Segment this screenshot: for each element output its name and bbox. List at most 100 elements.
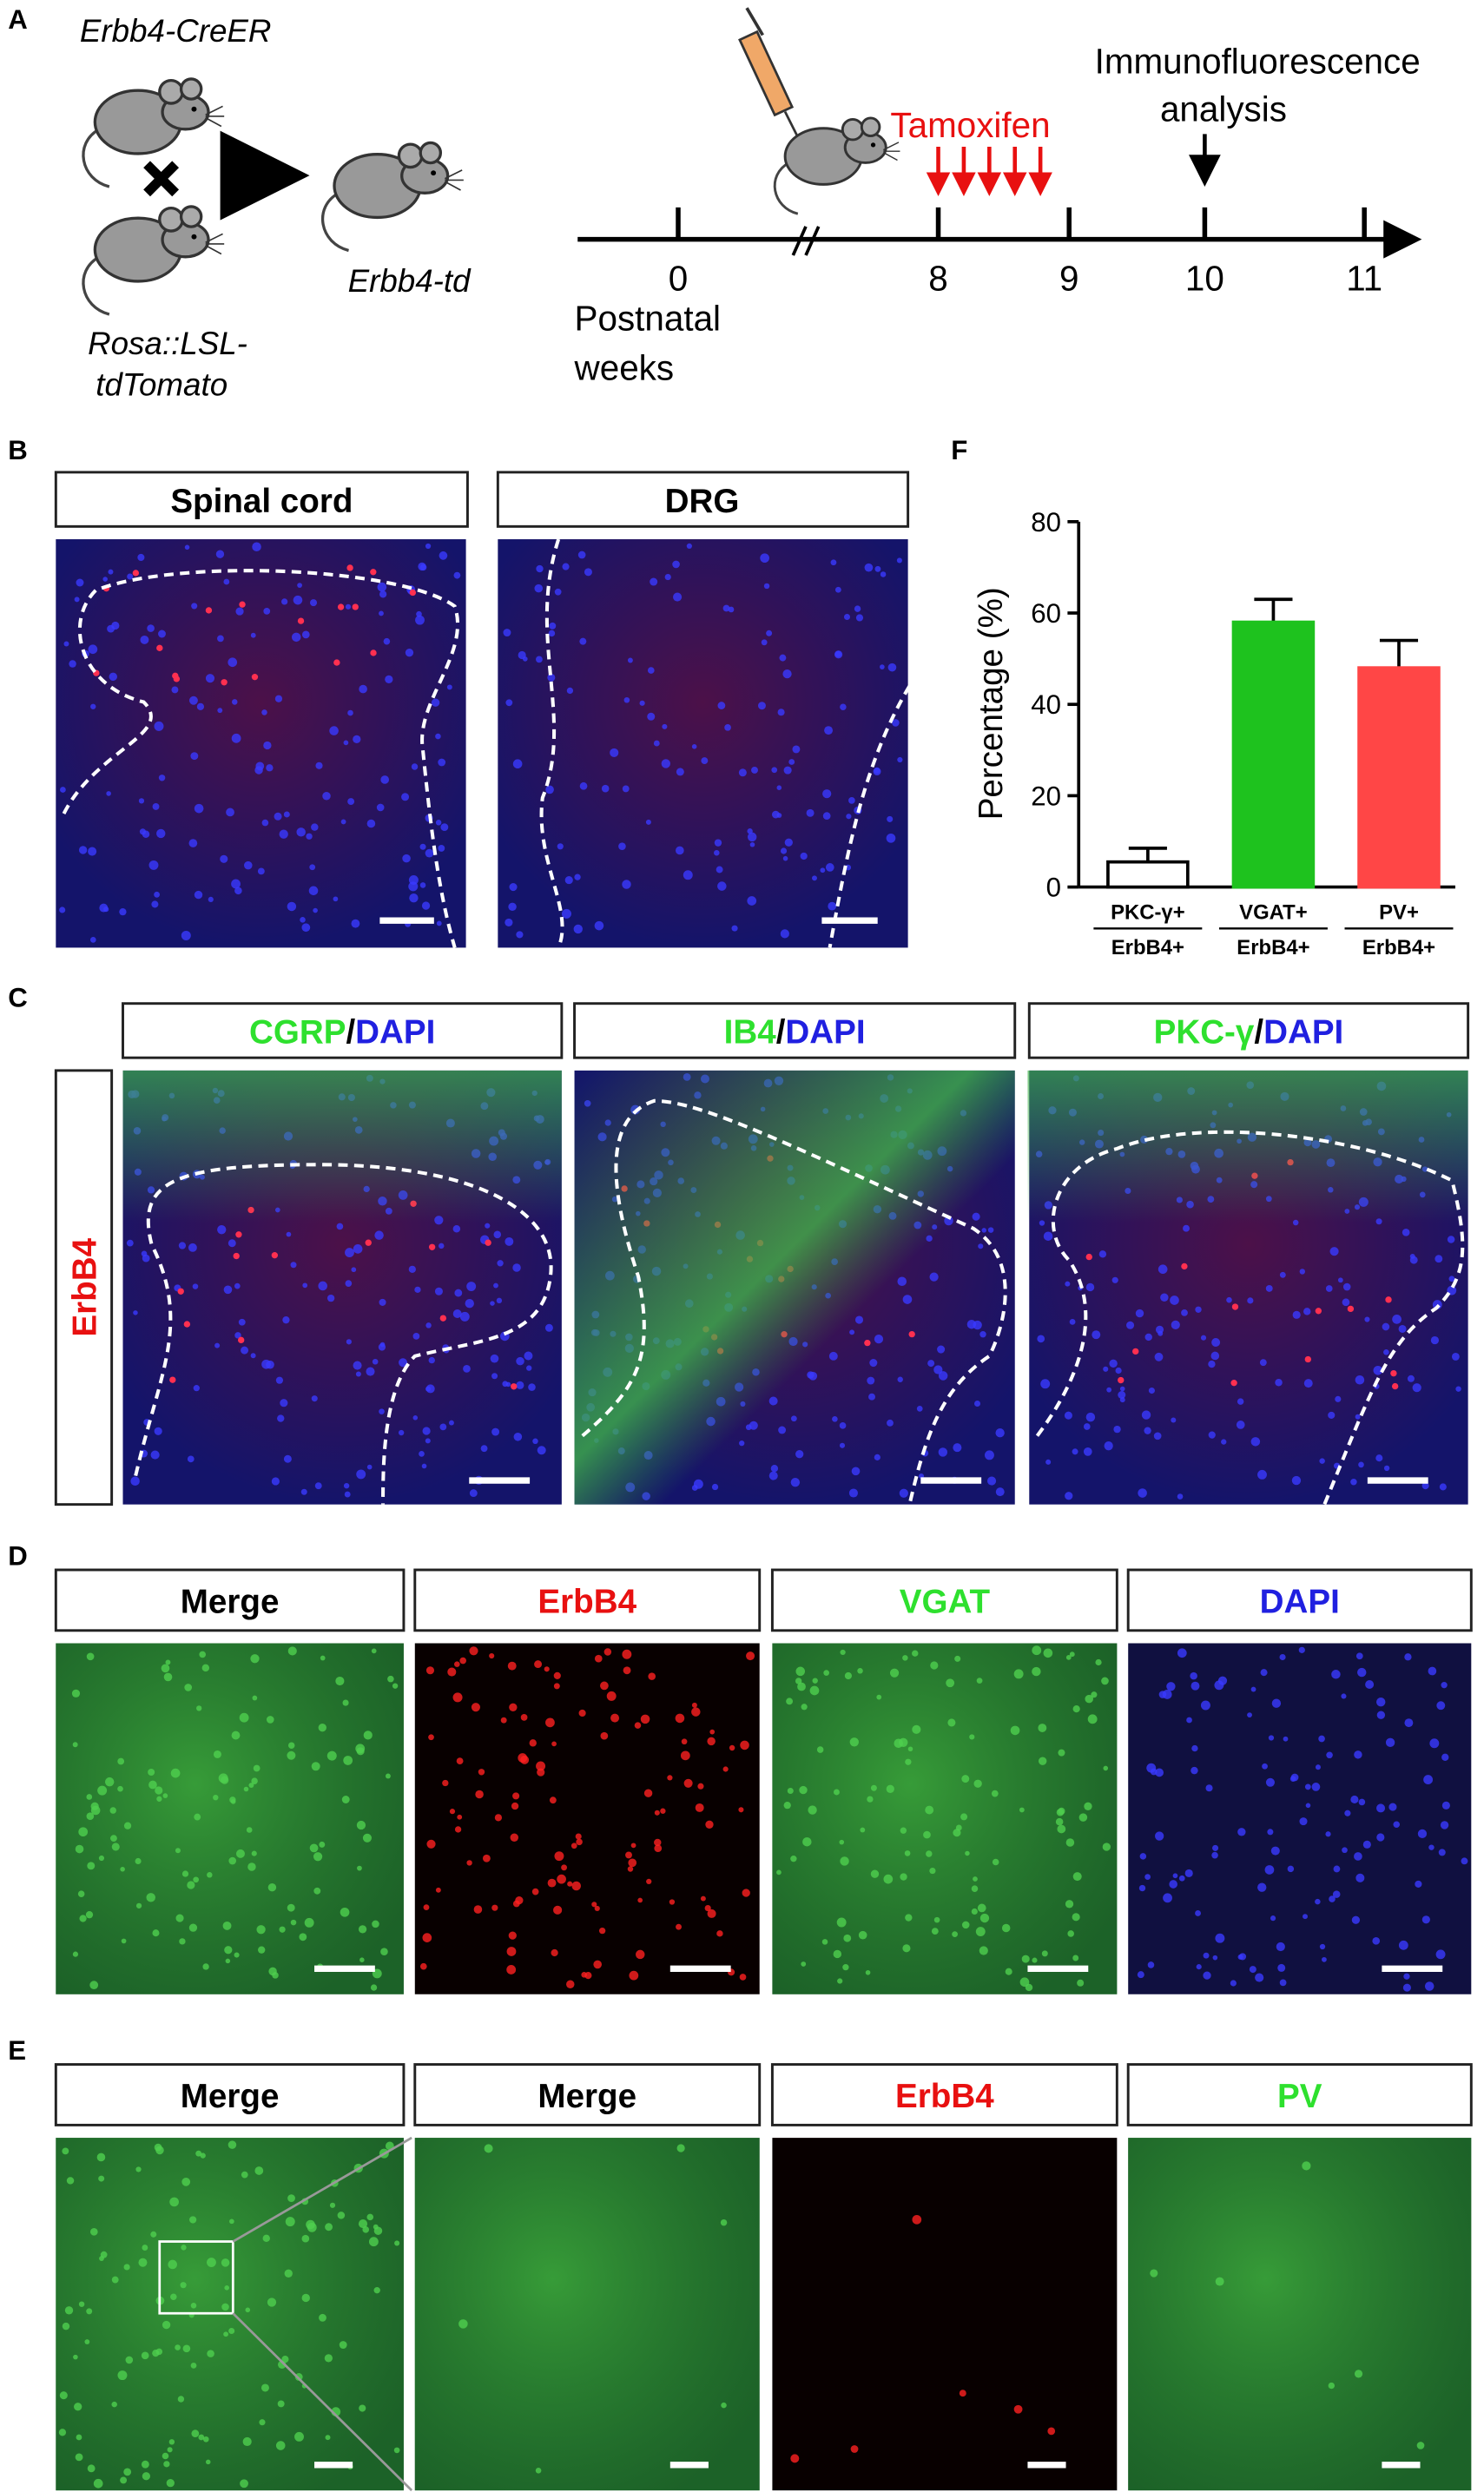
cell bbox=[355, 1744, 366, 1754]
cell bbox=[1441, 1753, 1449, 1761]
cell bbox=[1417, 1829, 1428, 1838]
cell bbox=[180, 2282, 187, 2289]
cell bbox=[306, 833, 313, 840]
image-bg bbox=[772, 2138, 1118, 2491]
cell bbox=[300, 917, 306, 923]
micrograph bbox=[414, 1643, 760, 1994]
cell bbox=[969, 1734, 975, 1740]
cell bbox=[676, 768, 684, 776]
cell bbox=[1091, 1691, 1098, 1698]
cell bbox=[828, 901, 837, 911]
cell bbox=[653, 740, 660, 747]
bar bbox=[1357, 666, 1441, 889]
cell bbox=[221, 679, 228, 686]
cell bbox=[88, 644, 98, 655]
image-title: CGRP/DAPI bbox=[249, 1014, 435, 1052]
cell bbox=[228, 1856, 237, 1865]
axis-break bbox=[791, 226, 821, 256]
cell bbox=[1067, 1930, 1074, 1937]
cell bbox=[148, 1780, 157, 1790]
cell bbox=[557, 1874, 566, 1884]
cell bbox=[109, 1807, 116, 1814]
cell bbox=[1299, 1817, 1308, 1826]
cell bbox=[250, 632, 256, 638]
cell bbox=[717, 881, 727, 891]
cell bbox=[59, 906, 66, 913]
cell bbox=[551, 1741, 557, 1747]
cell bbox=[714, 849, 720, 856]
cell bbox=[148, 860, 159, 870]
cell bbox=[717, 702, 726, 709]
cell bbox=[243, 1786, 249, 1792]
cell bbox=[294, 2431, 304, 2442]
cell bbox=[123, 2468, 132, 2476]
cell bbox=[117, 2370, 128, 2381]
cell bbox=[182, 2344, 191, 2353]
cell bbox=[846, 814, 852, 820]
cell bbox=[340, 819, 346, 825]
cell bbox=[438, 845, 445, 852]
title-box bbox=[496, 471, 910, 528]
cell bbox=[436, 920, 442, 926]
cell bbox=[1302, 2161, 1311, 2171]
cell bbox=[167, 2447, 173, 2453]
cell bbox=[63, 641, 69, 647]
mouse-ear bbox=[419, 141, 443, 165]
cell bbox=[1055, 1817, 1064, 1826]
cell bbox=[566, 687, 574, 695]
cell bbox=[96, 2152, 106, 2162]
cell bbox=[380, 775, 389, 784]
cell bbox=[870, 1869, 880, 1878]
mouse-ear bbox=[860, 116, 881, 138]
cell bbox=[505, 918, 513, 927]
cell bbox=[72, 1742, 78, 1748]
cell bbox=[1287, 1865, 1295, 1873]
cell bbox=[1385, 1737, 1395, 1747]
cell bbox=[117, 1785, 123, 1792]
cell bbox=[1032, 1645, 1042, 1656]
cell bbox=[363, 1731, 373, 1740]
cell bbox=[647, 712, 656, 721]
cell bbox=[627, 1866, 634, 1872]
cell bbox=[907, 1746, 913, 1752]
title-part: IB4 bbox=[724, 1014, 777, 1052]
cell bbox=[394, 2240, 400, 2246]
mouse-ear bbox=[397, 142, 424, 169]
cell bbox=[110, 1835, 117, 1843]
image-title: ErbB4 bbox=[895, 2078, 994, 2115]
cell bbox=[1137, 1971, 1144, 1979]
cell bbox=[438, 758, 446, 767]
cell bbox=[520, 1755, 530, 1764]
cell bbox=[199, 1651, 207, 1658]
cell bbox=[428, 1734, 434, 1741]
cell bbox=[74, 2403, 82, 2411]
cell bbox=[1056, 1808, 1065, 1816]
cell bbox=[127, 573, 134, 580]
cell bbox=[272, 1972, 279, 1979]
cell bbox=[627, 657, 633, 663]
mouse bbox=[82, 77, 225, 188]
cell bbox=[1154, 1831, 1164, 1841]
cell bbox=[716, 1930, 723, 1937]
cell bbox=[1265, 1777, 1275, 1787]
cell bbox=[64, 2306, 74, 2315]
cell bbox=[324, 2354, 333, 2363]
cell bbox=[181, 2177, 191, 2186]
cell bbox=[1270, 1846, 1280, 1856]
cell bbox=[1315, 1764, 1321, 1770]
cell bbox=[322, 791, 331, 801]
cell bbox=[701, 757, 709, 765]
cell bbox=[181, 2245, 187, 2251]
cell bbox=[953, 1829, 961, 1837]
cell bbox=[722, 604, 730, 612]
cell bbox=[547, 673, 556, 682]
cell bbox=[207, 2350, 214, 2357]
cell bbox=[309, 864, 316, 871]
cell bbox=[1268, 1735, 1275, 1741]
mouse bbox=[82, 205, 225, 316]
cell bbox=[425, 848, 434, 858]
cell bbox=[738, 768, 747, 777]
cell bbox=[1038, 1757, 1047, 1765]
panel-label: F bbox=[951, 435, 967, 465]
cell bbox=[883, 1874, 894, 1884]
